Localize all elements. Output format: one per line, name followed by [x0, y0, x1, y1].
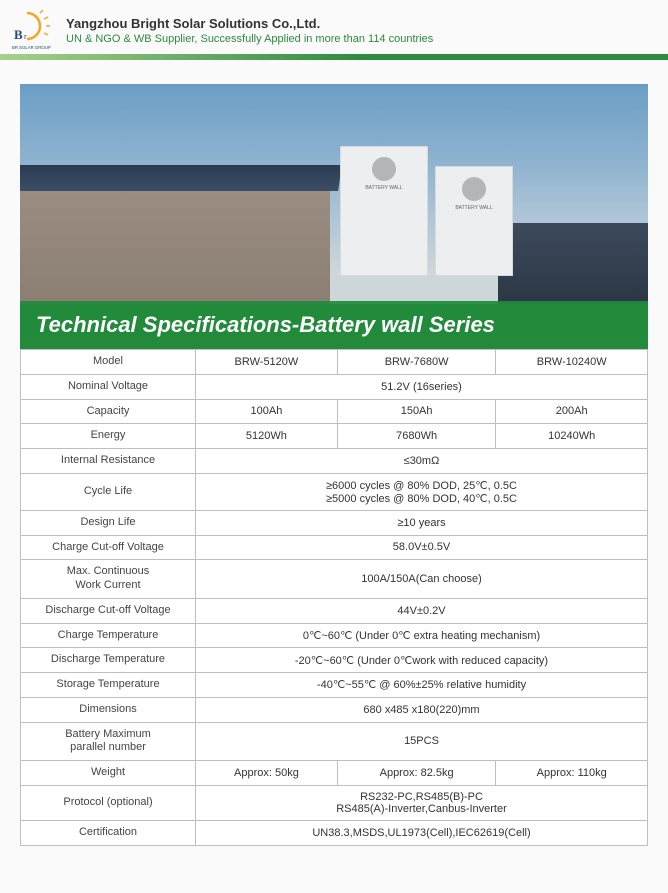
spec-value: 100A/150A(Can choose): [196, 560, 648, 599]
spec-value: -20℃~60℃ (Under 0℃work with reduced capa…: [196, 648, 648, 673]
table-row: Dimensions680 x485 x180(220)mm: [21, 697, 648, 722]
spec-label: Certification: [21, 820, 196, 845]
table-row: WeightApprox: 50kgApprox: 82.5kgApprox: …: [21, 761, 648, 786]
spec-value: 10240Wh: [496, 424, 648, 449]
company-name: Yangzhou Bright Solar Solutions Co.,Ltd.: [66, 16, 658, 31]
spec-value: BRW-5120W: [196, 350, 338, 375]
spec-table: ModelBRW-5120WBRW-7680WBRW-10240WNominal…: [20, 349, 648, 846]
table-row: Internal Resistance≤30mΩ: [21, 449, 648, 474]
spec-value: Approx: 82.5kg: [337, 761, 496, 786]
table-row: CertificationUN38.3,MSDS,UL1973(Cell),IE…: [21, 820, 648, 845]
svg-text:B: B: [14, 27, 23, 42]
table-row: Design Life≥10 years: [21, 510, 648, 535]
spec-label: Internal Resistance: [21, 449, 196, 474]
spec-value: ≥10 years: [196, 510, 648, 535]
spec-value: -40℃~55℃ @ 60%±25% relative humidity: [196, 673, 648, 698]
page-body: BATTERY WALL BATTERY WALL Technical Spec…: [0, 56, 668, 846]
spec-label: Max. ContinuousWork Current: [21, 560, 196, 599]
spec-value: ≥6000 cycles @ 80% DOD, 25℃, 0.5C≥5000 c…: [196, 473, 648, 510]
spec-label: Discharge Cut-off Voltage: [21, 598, 196, 623]
company-logo: B r BR SOLAR GROUP: [10, 9, 58, 51]
hero-title-bar: Technical Specifications-Battery wall Se…: [20, 301, 648, 349]
product-image-small: BATTERY WALL: [435, 166, 513, 276]
spec-label: Cycle Life: [21, 473, 196, 510]
table-row: Nominal Voltage51.2V (16series): [21, 374, 648, 399]
spec-label: Design Life: [21, 510, 196, 535]
spec-label: Charge Temperature: [21, 623, 196, 648]
header-accent-bar: [0, 54, 668, 60]
table-row: ModelBRW-5120WBRW-7680WBRW-10240W: [21, 350, 648, 375]
logo-group-text: BR SOLAR GROUP: [12, 45, 51, 50]
table-row: Discharge Cut-off Voltage44V±0.2V: [21, 598, 648, 623]
spec-label: Capacity: [21, 399, 196, 424]
table-row: Capacity100Ah150Ah200Ah: [21, 399, 648, 424]
spec-label: Energy: [21, 424, 196, 449]
hero-title: Technical Specifications-Battery wall Se…: [36, 312, 495, 338]
company-info: Yangzhou Bright Solar Solutions Co.,Ltd.…: [66, 16, 658, 45]
spec-value: 5120Wh: [196, 424, 338, 449]
spec-label: Storage Temperature: [21, 673, 196, 698]
spec-label: Protocol (optional): [21, 785, 196, 820]
table-row: Charge Cut-off Voltage58.0V±0.5V: [21, 535, 648, 560]
hero-image: BATTERY WALL BATTERY WALL Technical Spec…: [20, 84, 648, 349]
spec-label: Dimensions: [21, 697, 196, 722]
table-row: Energy5120Wh7680Wh10240Wh: [21, 424, 648, 449]
spec-value: 7680Wh: [337, 424, 496, 449]
spec-value: 44V±0.2V: [196, 598, 648, 623]
spec-label: Nominal Voltage: [21, 374, 196, 399]
table-row: Max. ContinuousWork Current100A/150A(Can…: [21, 560, 648, 599]
table-row: Charge Temperature0℃~60℃ (Under 0℃ extra…: [21, 623, 648, 648]
spec-value: 100Ah: [196, 399, 338, 424]
spec-value: 680 x485 x180(220)mm: [196, 697, 648, 722]
spec-value: 150Ah: [337, 399, 496, 424]
spec-label: Charge Cut-off Voltage: [21, 535, 196, 560]
spec-label: Discharge Temperature: [21, 648, 196, 673]
spec-value: 0℃~60℃ (Under 0℃ extra heating mechanism…: [196, 623, 648, 648]
spec-value: UN38.3,MSDS,UL1973(Cell),IEC62619(Cell): [196, 820, 648, 845]
spec-value: 15PCS: [196, 722, 648, 761]
spec-value: ≤30mΩ: [196, 449, 648, 474]
spec-label: Weight: [21, 761, 196, 786]
spec-value: Approx: 110kg: [496, 761, 648, 786]
spec-value: BRW-10240W: [496, 350, 648, 375]
page-header: B r BR SOLAR GROUP Yangzhou Bright Solar…: [0, 0, 668, 56]
table-row: Cycle Life≥6000 cycles @ 80% DOD, 25℃, 0…: [21, 473, 648, 510]
svg-text:r: r: [24, 32, 27, 41]
spec-value: RS232-PC,RS485(B)-PCRS485(A)-Inverter,Ca…: [196, 785, 648, 820]
spec-value: BRW-7680W: [337, 350, 496, 375]
spec-label: Battery Maximumparallel number: [21, 722, 196, 761]
spec-label: Model: [21, 350, 196, 375]
spec-value: Approx: 50kg: [196, 761, 338, 786]
spec-value: 51.2V (16series): [196, 374, 648, 399]
spec-value: 58.0V±0.5V: [196, 535, 648, 560]
table-row: Battery Maximumparallel number15PCS: [21, 722, 648, 761]
company-tagline: UN & NGO & WB Supplier, Successfully App…: [66, 33, 658, 45]
table-row: Storage Temperature-40℃~55℃ @ 60%±25% re…: [21, 673, 648, 698]
table-row: Protocol (optional)RS232-PC,RS485(B)-PCR…: [21, 785, 648, 820]
product-image-large: BATTERY WALL: [340, 146, 428, 276]
table-row: Discharge Temperature-20℃~60℃ (Under 0℃w…: [21, 648, 648, 673]
spec-value: 200Ah: [496, 399, 648, 424]
